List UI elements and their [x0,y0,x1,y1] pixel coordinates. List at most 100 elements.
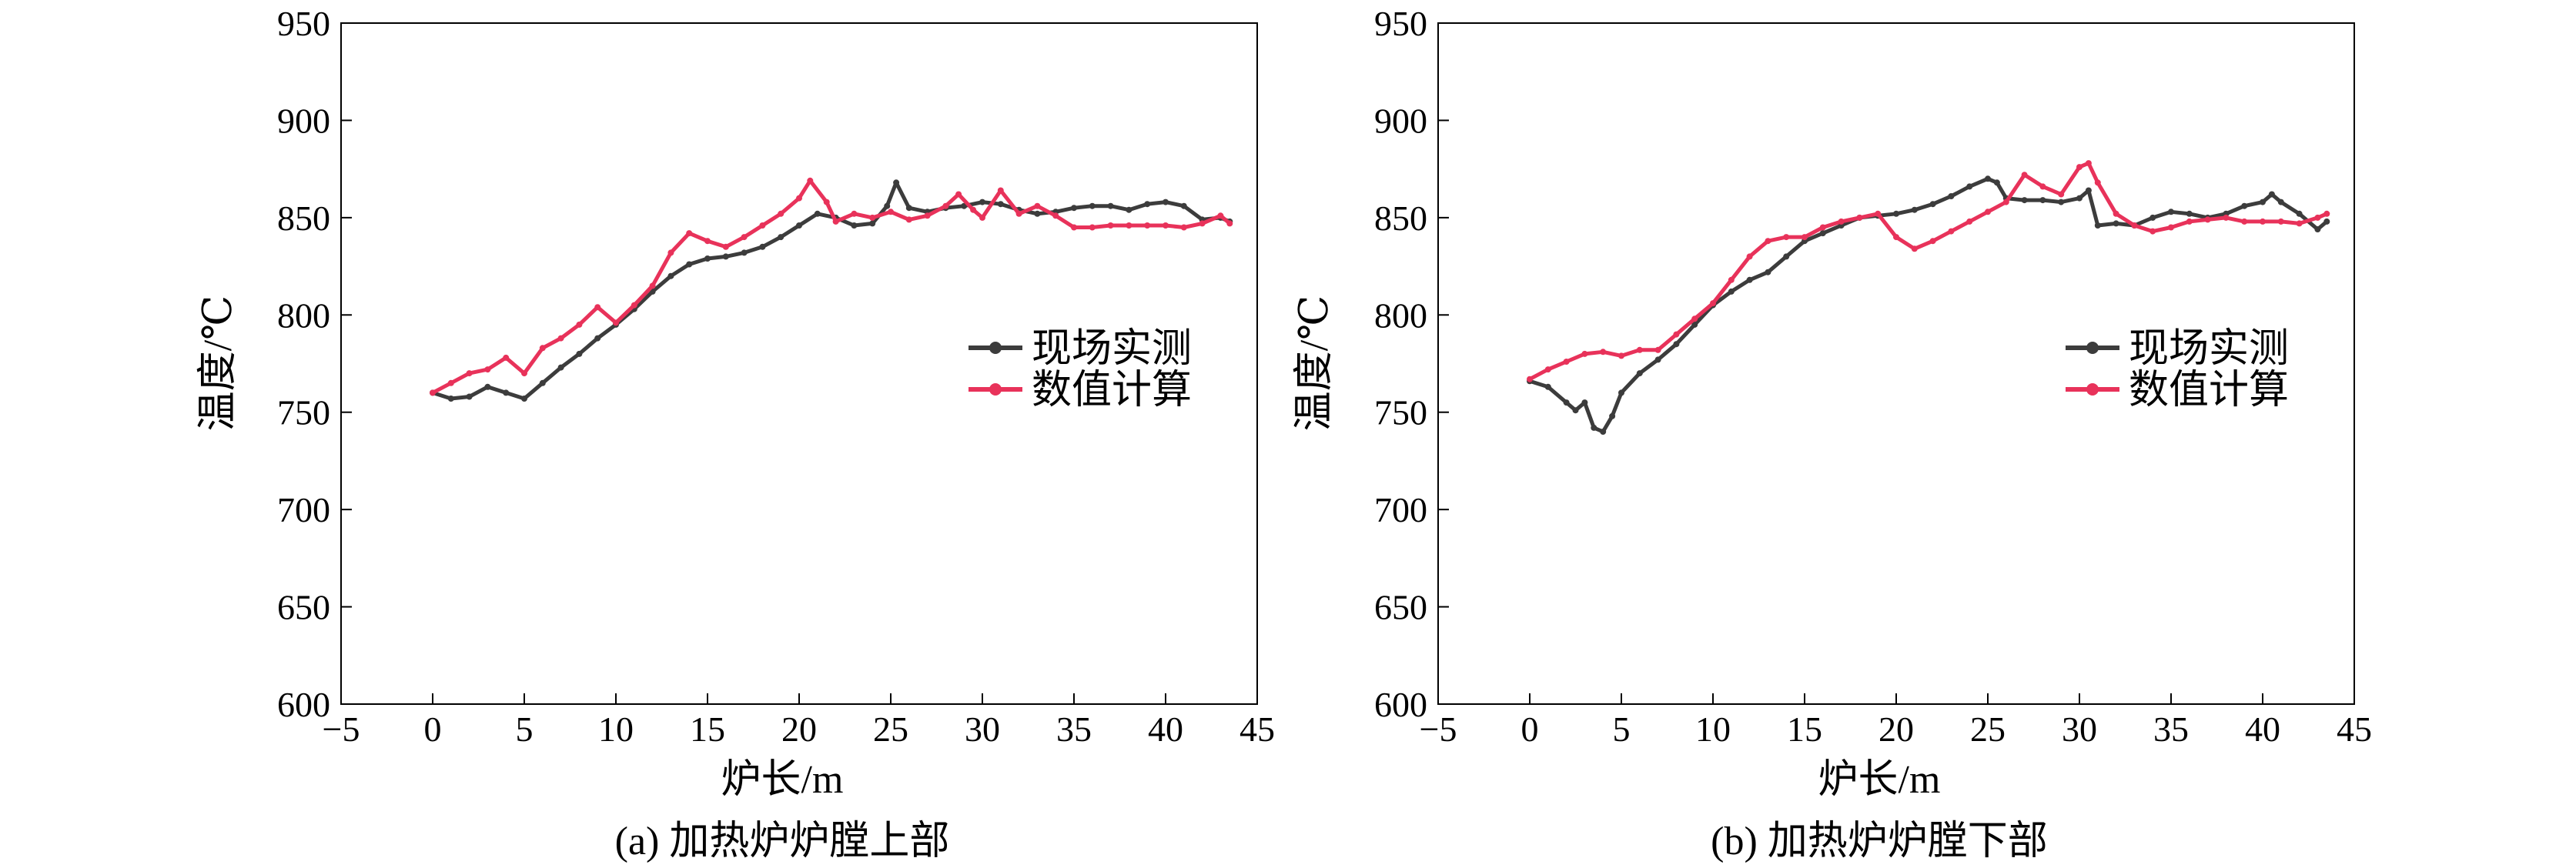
data-point-measured [2186,210,2193,217]
data-point-measured [979,199,985,205]
data-point-measured [1765,269,1771,275]
y-tick-label: 700 [277,490,330,529]
data-point-measured [1691,321,1698,328]
data-point-computed [576,321,583,328]
y-tick-label: 900 [1374,101,1427,140]
data-point-measured [851,222,858,229]
data-point-computed [851,210,858,217]
data-point-computed [447,379,454,386]
data-point-computed [649,282,656,289]
y-tick-label: 900 [277,101,330,140]
data-point-measured [2058,199,2065,205]
data-point-computed [1126,222,1132,229]
data-point-measured [704,255,711,262]
data-point-computed [832,218,839,225]
data-point-computed [2002,199,2009,205]
x-tick-label: −5 [323,709,360,749]
x-tick-label: 0 [1521,709,1539,749]
data-point-measured [2268,191,2275,198]
data-point-measured [1948,193,1955,199]
data-point-computed [759,222,766,229]
data-point-computed [1893,234,1899,241]
data-point-computed [2094,179,2101,186]
data-point-measured [484,383,491,390]
data-point-computed [2085,160,2092,167]
data-point-computed [484,366,491,373]
data-point-measured [521,396,527,402]
data-point-measured [2076,195,2083,202]
x-tick-label: 15 [690,709,725,749]
data-point-computed [1581,350,1588,357]
x-tick-label: 25 [873,709,908,749]
data-point-measured [1034,210,1041,217]
data-point-measured [1126,206,1132,213]
data-point-computed [704,238,711,245]
data-point-computed [2076,164,2083,171]
data-point-measured [2241,202,2248,209]
data-point-measured [2149,214,2156,221]
data-point-measured [2168,209,2174,215]
data-point-computed [1636,346,1643,353]
x-tick-label: 40 [2245,709,2280,749]
x-tick-label: 20 [781,709,817,749]
data-point-measured [1783,253,1790,260]
y-tick-label: 600 [277,685,330,724]
axis-ticks: −5 0 5 10 15 20 25 30 35 40 45 600 650 700 750 800 850 90… [1374,4,2372,749]
data-point-computed [796,195,802,202]
data-point-computed [2113,210,2119,217]
data-point-measured [576,350,583,357]
data-point-measured [1636,370,1643,377]
series-line-computed [1527,161,2329,382]
data-point-computed [807,177,814,184]
x-axis-label: 炉长/m [1818,758,1941,802]
x-tick-label: 45 [2337,709,2372,749]
data-point-computed [2058,191,2065,198]
data-point-computed [1802,234,1808,241]
data-point-computed [1226,220,1233,227]
data-point-measured [1089,202,1096,209]
data-point-computed [1710,300,1716,307]
data-point-computed [955,191,962,198]
data-point-measured [539,379,546,386]
data-point-measured [1966,183,1973,190]
data-point-computed [1071,224,1077,231]
data-point-computed [557,335,564,342]
legend-marker-computed [989,383,1002,396]
data-point-measured [869,220,876,227]
x-tick-label: 35 [2153,709,2189,749]
legend: 现场实测 数值计算 [2066,327,2289,412]
data-point-measured [1819,230,1826,237]
data-point-computed [2021,172,2028,179]
axis-ticks: −5 0 5 10 15 20 25 30 35 40 45 600 650 700 750 800 850 90… [277,4,1275,749]
data-point-computed [1107,222,1114,229]
data-point-computed [970,206,977,213]
data-point-computed [667,249,674,256]
data-point-measured [722,253,729,260]
data-point-computed [2260,218,2266,225]
legend-marker-computed [2086,383,2099,396]
y-tick-label: 950 [1374,4,1427,43]
chart-panel-b: −5 0 5 10 15 20 25 30 35 40 45 600 650 700 750 800 850 90… [1293,4,2372,863]
data-point-computed [1838,218,1845,225]
data-point-computed [1691,315,1698,322]
y-tick-label: 750 [1374,393,1427,432]
legend-label-computed: 数值计算 [2129,369,2289,412]
chart-panel-a: −5 0 5 10 15 20 25 30 35 40 45 600 650 700 750 800 850 90… [196,4,1275,863]
data-point-computed [1563,359,1570,365]
data-point-computed [2277,218,2284,225]
y-tick-label: 700 [1374,490,1427,529]
x-tick-label: −5 [1420,709,1457,749]
data-point-computed [613,319,619,326]
series-line-measured [430,180,1232,401]
x-tick-label: 25 [1970,709,2006,749]
y-tick-label: 800 [1374,295,1427,335]
data-point-computed [1765,238,1771,245]
legend-label-computed: 数值计算 [1032,369,1192,412]
data-point-measured [814,210,821,217]
y-tick-label: 650 [277,588,330,627]
data-point-computed [2223,214,2230,221]
data-point-computed [2131,222,2138,229]
data-point-measured [1618,389,1624,396]
data-point-measured [1581,399,1588,406]
